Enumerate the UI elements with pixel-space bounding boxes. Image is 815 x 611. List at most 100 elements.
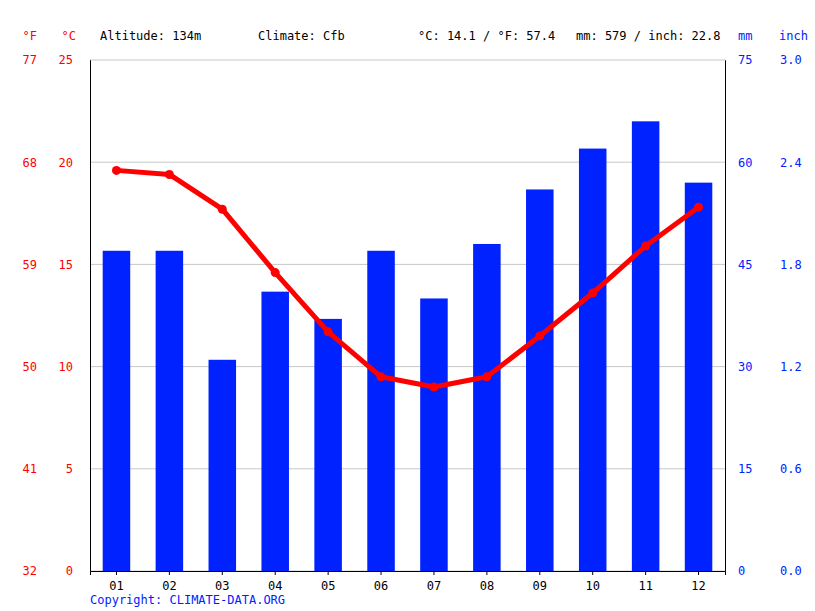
marker bbox=[271, 268, 280, 277]
grid-line bbox=[90, 468, 725, 469]
tick-label: 68 bbox=[23, 156, 37, 170]
axis-line bbox=[725, 61, 726, 572]
marker bbox=[165, 170, 174, 179]
axis-unit: °C bbox=[62, 29, 76, 43]
tick-label: 10 bbox=[585, 579, 599, 593]
axis-unit: inch bbox=[779, 29, 808, 43]
tick: 12 bbox=[691, 571, 705, 593]
tick: 1.8 bbox=[725, 258, 802, 272]
marks bbox=[103, 121, 713, 571]
bar bbox=[579, 149, 607, 571]
tick-label: 41 bbox=[23, 462, 37, 476]
tick-label: 20 bbox=[59, 156, 73, 170]
tick-mark bbox=[222, 571, 223, 575]
grid-line bbox=[90, 60, 725, 61]
tick: 25 bbox=[59, 53, 90, 67]
grid bbox=[90, 60, 725, 571]
tick-mark bbox=[169, 571, 170, 575]
tick-label: 59 bbox=[23, 258, 37, 272]
axis-unit: °F bbox=[23, 29, 37, 43]
tick-label: 77 bbox=[23, 53, 37, 67]
tick-label: 08 bbox=[480, 579, 494, 593]
annotation: mm: 579 / inch: 22.8 bbox=[576, 29, 721, 43]
tick-mark bbox=[381, 571, 382, 575]
bar bbox=[314, 319, 342, 571]
tick: 30 bbox=[725, 360, 752, 374]
tick-label: 5 bbox=[66, 462, 73, 476]
tick: 01 bbox=[109, 571, 123, 593]
tick-label: 60 bbox=[738, 156, 752, 170]
tick: 0 bbox=[66, 564, 90, 578]
marker bbox=[694, 203, 703, 212]
bar bbox=[632, 121, 660, 571]
tick: 10 bbox=[585, 571, 599, 593]
marker bbox=[112, 166, 121, 175]
tick-mark bbox=[645, 571, 646, 575]
tick: 68 bbox=[23, 156, 90, 170]
marker bbox=[588, 289, 597, 298]
tick: 07 bbox=[427, 571, 441, 593]
axis-line bbox=[91, 572, 726, 576]
copyright: Copyright: CLIMATE-DATA.ORG bbox=[90, 593, 285, 607]
tick: 1.2 bbox=[725, 360, 802, 374]
tick: 45 bbox=[725, 258, 752, 272]
bar bbox=[420, 298, 448, 571]
tick: 05 bbox=[321, 571, 335, 593]
tick: 02 bbox=[162, 571, 176, 593]
bar bbox=[209, 360, 237, 571]
tick-label: 12 bbox=[691, 579, 705, 593]
tick-label: 0.0 bbox=[780, 564, 802, 578]
line bbox=[116, 170, 698, 387]
tick: 03 bbox=[215, 571, 229, 593]
bar bbox=[261, 292, 289, 571]
axis-unit: mm bbox=[738, 29, 752, 43]
chart: 0510152025324150596877015304560750.00.61… bbox=[0, 0, 815, 611]
tick-label: 2.4 bbox=[780, 156, 802, 170]
axis-line bbox=[90, 61, 91, 572]
tick-label: 03 bbox=[215, 579, 229, 593]
tick-mark bbox=[275, 571, 276, 575]
marker bbox=[429, 383, 438, 392]
marker bbox=[641, 242, 650, 251]
grid-line bbox=[90, 366, 725, 367]
tick: 5 bbox=[66, 462, 90, 476]
tick: 15 bbox=[725, 462, 752, 476]
tick: 59 bbox=[23, 258, 90, 272]
tick-label: 07 bbox=[427, 579, 441, 593]
annotation: °C: 14.1 / °F: 57.4 bbox=[418, 29, 555, 43]
tick: 77 bbox=[23, 53, 90, 67]
tick-mark bbox=[698, 571, 699, 575]
bar bbox=[685, 183, 713, 571]
annotation: Climate: Cfb bbox=[258, 29, 345, 43]
tick-label: 0.6 bbox=[780, 462, 802, 476]
tick-label: 10 bbox=[59, 360, 73, 374]
tick: 3.0 bbox=[725, 53, 802, 67]
tick: 0.0 bbox=[725, 564, 802, 578]
bar bbox=[473, 244, 501, 571]
y-axis-f: 324150596877 bbox=[23, 53, 91, 578]
tick: 75 bbox=[725, 53, 752, 67]
tick: 04 bbox=[268, 571, 282, 593]
tick-label: 15 bbox=[59, 258, 73, 272]
tick: 08 bbox=[480, 571, 494, 593]
tick-label: 3.0 bbox=[780, 53, 802, 67]
tick: 09 bbox=[533, 571, 547, 593]
marker bbox=[377, 372, 386, 381]
tick: 60 bbox=[725, 156, 752, 170]
tick: 10 bbox=[59, 360, 90, 374]
y4-axis-inch: 0.0 0.6 1.2 1.8 2.4 3.0 bbox=[725, 53, 802, 578]
tick: 50 bbox=[23, 360, 90, 374]
tick-mark bbox=[592, 571, 593, 575]
tick-mark bbox=[116, 571, 117, 575]
tick-mark bbox=[328, 571, 329, 575]
tick-label: 09 bbox=[533, 579, 547, 593]
marker bbox=[218, 205, 227, 214]
tick-label: 0 bbox=[66, 564, 73, 578]
tick-label: 1.8 bbox=[780, 258, 802, 272]
tick: 20 bbox=[59, 156, 90, 170]
tick-label: 30 bbox=[738, 360, 752, 374]
y-axis-c: 0 5 10 15 20 25 bbox=[59, 53, 91, 578]
tick-label: 04 bbox=[268, 579, 282, 593]
tick-label: 45 bbox=[738, 258, 752, 272]
bar bbox=[103, 251, 131, 571]
